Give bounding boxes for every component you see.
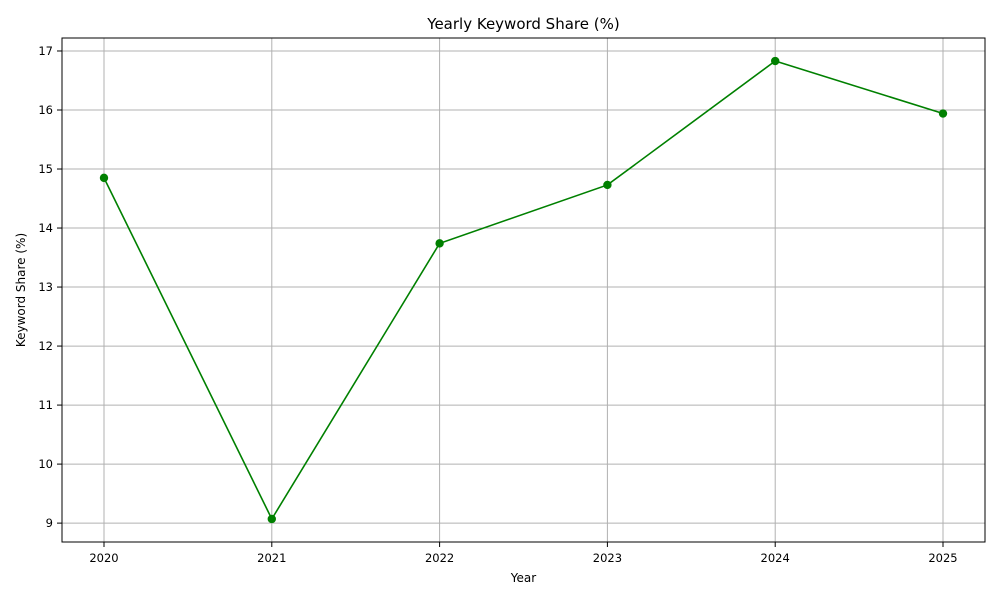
data-point (938, 109, 948, 118)
x-axis-label: Year (510, 571, 536, 585)
data-point (771, 56, 780, 66)
y-axis-label: Keyword Share (%) (14, 233, 28, 347)
chart-title: Yearly Keyword Share (%) (426, 15, 619, 33)
data-point (99, 173, 109, 183)
x-tick-label: 2022 (425, 551, 454, 565)
series-layer (99, 56, 948, 524)
y-tick-label: 14 (38, 221, 53, 235)
data-point (267, 514, 276, 524)
x-tick-label: 2021 (257, 551, 286, 565)
y-tick-label: 17 (38, 44, 53, 58)
plot-frame (61, 37, 986, 543)
x-tick-label: 2024 (761, 551, 790, 565)
y-tick-label: 12 (38, 339, 53, 353)
y-tick-label: 9 (46, 516, 53, 530)
x-tick-label: 2020 (89, 551, 118, 565)
data-point (435, 239, 444, 248)
axis-ticks: 2020 2021 2022 2023 2024 2025 9 10 11 12 13 14 15 16 1… (38, 44, 957, 565)
y-tick-label: 11 (38, 398, 53, 412)
y-tick-label: 13 (38, 280, 53, 294)
data-point (603, 180, 612, 190)
y-tick-label: 15 (38, 162, 53, 176)
x-tick-label: 2023 (593, 551, 622, 565)
grid-lines (62, 38, 985, 542)
x-tick-label: 2025 (928, 551, 957, 565)
y-tick-label: 10 (38, 457, 53, 471)
y-tick-label: 16 (38, 103, 53, 117)
series-line (103, 60, 944, 521)
